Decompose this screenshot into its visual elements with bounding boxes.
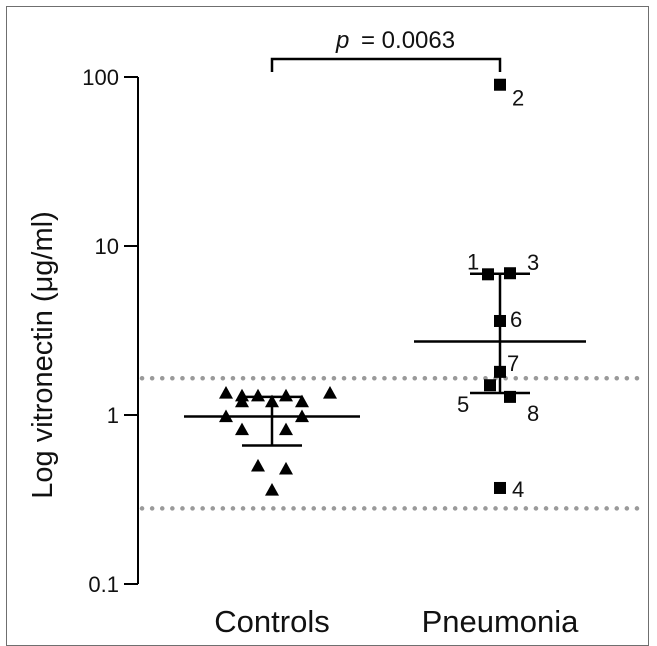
triangle-point bbox=[235, 422, 249, 436]
figure-frame bbox=[6, 6, 649, 646]
triangle-point bbox=[279, 388, 293, 402]
summary-bars bbox=[184, 272, 586, 447]
y-axis-label: Log vitronectin (μg/ml) bbox=[27, 211, 59, 498]
triangle-point bbox=[265, 482, 279, 496]
point-label: 8 bbox=[527, 401, 539, 426]
significance-p-value: = 0.0063 bbox=[361, 27, 455, 54]
square-point bbox=[494, 365, 506, 378]
y-ticks: 100 10 1 0.1 bbox=[82, 65, 138, 597]
triangle-point bbox=[219, 385, 233, 399]
point-label: 3 bbox=[527, 250, 539, 275]
y-tick-label: 0.1 bbox=[88, 572, 119, 597]
point-labels: 1 2 3 4 5 6 78 bbox=[457, 86, 539, 502]
triangle-point bbox=[295, 409, 309, 423]
triangle-point bbox=[295, 394, 309, 408]
triangle-point bbox=[251, 458, 265, 472]
square-point bbox=[484, 379, 496, 392]
data-points bbox=[219, 78, 516, 496]
square-point bbox=[482, 268, 494, 281]
point-label: 7 bbox=[507, 351, 519, 376]
square-point bbox=[504, 390, 516, 403]
x-category-label-pneumonia: Pneumonia bbox=[422, 604, 580, 639]
square-point bbox=[494, 481, 506, 494]
triangle-point bbox=[219, 409, 233, 423]
triangle-point bbox=[279, 422, 293, 436]
significance-p-symbol: p bbox=[335, 27, 349, 54]
triangle-point bbox=[323, 385, 337, 399]
significance-bracket bbox=[270, 57, 502, 72]
triangle-point bbox=[235, 394, 249, 408]
square-point bbox=[494, 314, 506, 327]
triangle-point bbox=[251, 388, 265, 402]
square-point bbox=[504, 267, 516, 280]
point-label: 2 bbox=[512, 86, 524, 111]
x-category-label-controls: Controls bbox=[214, 604, 329, 639]
point-label: 1 bbox=[467, 249, 479, 274]
y-tick-label: 100 bbox=[82, 65, 119, 90]
point-label: 4 bbox=[512, 477, 524, 502]
reference-lines bbox=[139, 375, 643, 511]
triangle-point bbox=[279, 461, 293, 475]
square-point bbox=[494, 78, 506, 91]
y-tick-label: 10 bbox=[95, 234, 119, 259]
point-label: 6 bbox=[510, 307, 522, 332]
point-label: 5 bbox=[457, 392, 469, 417]
y-tick-label: 1 bbox=[107, 403, 119, 428]
triangle-point bbox=[265, 394, 279, 408]
